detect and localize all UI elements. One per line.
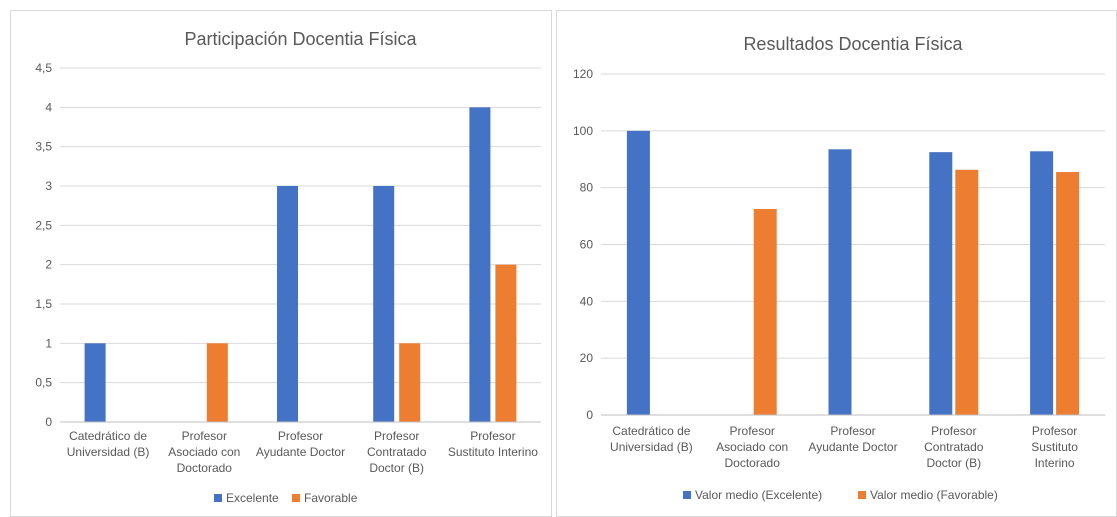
y-tick-label: 20 [580,351,594,365]
bar-excelente [277,186,298,422]
resultados-chart: Resultados Docentia Física 0 20 40 60 80 100 12… [573,34,1105,502]
y-tick-label: 3,5 [35,140,52,154]
x-category-label-line: Ayudante Doctor [808,440,897,454]
bar-favorable [399,343,421,422]
y-tick-label: 2 [45,258,52,272]
x-category-label-line: Interino [1035,456,1075,470]
x-category-label: Profesor Ayudante Doctor [808,424,897,454]
x-category-label-line: Doctorado [177,461,233,475]
x-category-label-line: Profesor [1032,424,1077,438]
x-category-label-line: Profesor [830,424,875,438]
legend-label: Favorable [304,491,358,505]
y-tick-label: 0 [45,415,52,429]
x-category-label-line: Profesor [182,429,227,443]
bar-excelente [469,107,491,422]
x-category-label-line: Doctor (B) [369,461,424,475]
participacion-chart-panel: Participación Docentia Física 0 0,5 1 1,5 2 2,… [10,10,552,517]
x-category-label-line: Universidad (B) [610,440,693,454]
y-tick-label: 2,5 [35,218,52,232]
bar-excelente [929,152,953,416]
y-tick-label: 80 [580,181,594,195]
x-category-label: Catedrático de Universidad (B) [67,429,150,459]
x-category-label-line: Asociado con [716,440,788,454]
bar-excelente [84,343,106,422]
participacion-chart: Participación Docentia Física 0 0,5 1 1,5 2 2,… [35,29,541,505]
y-tick-label: 1 [45,336,52,350]
chart-title: Resultados Docentia Física [743,34,963,54]
y-tick-label: 4,5 [35,61,52,75]
x-category-label-line: Doctorado [725,456,781,470]
y-tick-label: 120 [573,67,593,81]
y-tick-label: 0 [586,408,593,422]
x-category-label-line: Profesor [278,429,323,443]
x-category-label: Profesor Asociado con Doctorado [716,424,788,470]
x-category-label: Profesor Sustituto Interino [448,429,538,459]
bar-favorable [955,169,979,415]
legend-swatch-excelente [214,494,222,502]
x-category-label-line: Sustituto Interino [448,445,538,459]
legend-swatch-favorable [858,491,866,499]
x-category-label-line: Contratado [367,445,427,459]
x-category-label-line: Universidad (B) [67,445,150,459]
x-category-label-line: Profesor [730,424,775,438]
x-category-label-line: Ayudante Doctor [256,445,345,459]
x-category-label-line: Catedrático de [612,424,690,438]
y-tick-label: 3 [45,179,52,193]
bar-excelente [828,149,852,415]
x-category-label: Profesor Contratado Doctor (B) [924,424,984,470]
bar-excelente [626,130,650,415]
y-tick-label: 0,5 [35,376,52,390]
bar-favorable [495,264,517,422]
bar-excelente [373,186,395,422]
x-category-label-line: Contratado [924,440,984,454]
x-category-label: Profesor Contratado Doctor (B) [367,429,427,475]
legend-label: Excelente [226,491,279,505]
x-category-label-line: Profesor [374,429,419,443]
y-tick-label: 4 [45,100,52,114]
legend-swatch-excelente [683,491,691,499]
x-category-label-line: Profesor [470,429,515,443]
y-tick-label: 100 [573,124,593,138]
y-tick-label: 60 [580,238,594,252]
y-tick-label: 40 [580,294,594,308]
chart-title: Participación Docentia Física [184,29,417,49]
x-category-label: Profesor Ayudante Doctor [256,429,345,459]
x-category-label: Catedrático de Universidad (B) [610,424,693,454]
resultados-chart-panel: Resultados Docentia Física 0 20 40 60 80 100 12… [556,10,1117,517]
x-category-label: Profesor Asociado con Doctorado [168,429,240,475]
x-category-label-line: Sustituto [1031,440,1078,454]
bar-favorable [206,343,228,422]
bar-favorable [753,208,777,415]
x-category-label-line: Asociado con [168,445,240,459]
bar-excelente [1030,151,1054,415]
legend-label: Valor medio (Favorable) [870,488,998,502]
legend-label: Valor medio (Excelente) [695,488,822,502]
x-category-label-line: Profesor [931,424,976,438]
y-tick-label: 1,5 [35,297,52,311]
x-category-label-line: Catedrático de [69,429,147,443]
x-category-label: Profesor Sustituto Interino [1031,424,1078,470]
bar-favorable [1056,172,1080,415]
x-category-label-line: Doctor (B) [926,456,981,470]
legend-swatch-favorable [292,494,300,502]
